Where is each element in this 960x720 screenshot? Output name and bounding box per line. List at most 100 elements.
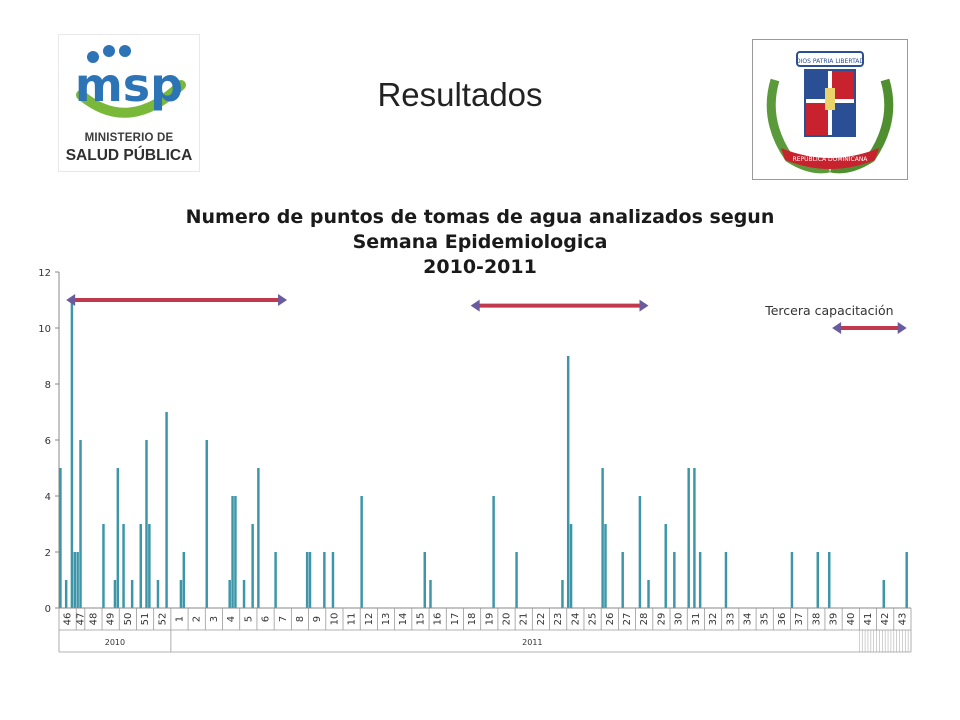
bar	[687, 468, 690, 608]
bar	[64, 580, 68, 608]
capacitacion-arrow-head-left	[66, 294, 76, 306]
slide-title: Resultados	[377, 76, 543, 113]
x-tick-label: 8	[295, 616, 306, 622]
x-tick-label: 35	[760, 613, 771, 626]
seal-banner: REPÚBLICA DOMINICANA	[793, 156, 869, 163]
annotations: Tercera capacitación	[66, 294, 907, 334]
bar	[604, 524, 607, 608]
x-tick-label: 7	[278, 616, 289, 622]
capacitacion-arrow-head-right	[897, 322, 907, 334]
x-tick-label: 30	[674, 613, 685, 626]
x-tick-label: 52	[157, 613, 168, 626]
x-tick-label: 1	[174, 616, 185, 622]
x-tick-label: 37	[794, 613, 805, 626]
y-tick-label: 12	[38, 268, 51, 279]
chart-title: Numero de puntos de tomas de agua analiz…	[120, 205, 840, 280]
bar	[76, 552, 79, 608]
bar	[102, 524, 105, 608]
x-tick-label: 12	[364, 613, 375, 626]
y-tick-label: 10	[38, 324, 51, 335]
bar	[569, 524, 573, 608]
capacitacion-label: Tercera capacitación	[764, 303, 893, 318]
capacitacion-arrow-head-left	[470, 299, 480, 312]
bar	[234, 496, 237, 608]
logo-text-salud-publica: SALUD PÚBLICA	[65, 147, 193, 164]
bar	[882, 580, 885, 608]
bar	[664, 524, 667, 608]
msp-logo-letters: msp	[75, 58, 183, 112]
bar	[242, 580, 246, 608]
bar	[816, 552, 820, 608]
x-tick-label: 21	[519, 613, 530, 626]
bar	[156, 580, 160, 608]
bar	[323, 552, 326, 608]
msp-logo-mark-icon: msp	[75, 45, 186, 118]
year-label: 2011	[522, 638, 542, 647]
x-tick-label: 28	[639, 613, 650, 626]
chart-title-line-1: Numero de puntos de tomas de agua analiz…	[185, 206, 775, 228]
bar	[113, 580, 117, 608]
bar	[228, 580, 231, 608]
bar	[257, 468, 260, 608]
bar	[360, 496, 363, 608]
x-tick-label: 17	[450, 613, 461, 626]
bar	[492, 496, 495, 608]
bar	[79, 440, 82, 608]
bar	[429, 580, 432, 608]
x-tick-label: 4	[226, 616, 237, 622]
x-tick-label: 14	[398, 613, 409, 626]
bar	[182, 552, 186, 608]
x-tick-label: 42	[880, 613, 891, 626]
bar	[423, 552, 426, 608]
capacitacion-arrow-head-right	[639, 299, 649, 312]
capacitacion-arrow-head-left	[832, 322, 842, 334]
x-tick-label: 25	[588, 613, 599, 626]
x-tick-label: 51	[140, 613, 151, 626]
bar	[621, 552, 624, 608]
x-tick-label: 10	[329, 613, 340, 626]
x-tick-label: 39	[829, 613, 840, 626]
bar	[274, 552, 277, 608]
bar	[205, 440, 208, 608]
bar	[145, 440, 148, 608]
bar	[231, 496, 234, 608]
x-tick-label: 32	[708, 613, 719, 626]
bar	[647, 580, 650, 608]
logo-text-ministerio: MINISTERIO DE	[84, 132, 174, 144]
bar	[73, 552, 77, 608]
x-tick-label: 34	[742, 613, 753, 626]
capacitacion-arrow-head-right	[278, 294, 288, 306]
x-tick-label: 11	[347, 613, 358, 626]
bar	[59, 468, 62, 608]
coat-of-arms-seal: DIOS PATRIA LIBERTAD REPÚBLICA DOMINICAN…	[752, 39, 908, 180]
bar	[515, 552, 518, 608]
bar	[251, 524, 254, 608]
x-tick-label: 50	[123, 613, 134, 626]
seal-motto: DIOS PATRIA LIBERTAD	[796, 58, 864, 65]
y-tick-label: 4	[45, 492, 51, 503]
x-tick-label: 36	[777, 613, 788, 626]
chart-title-line-3: 2010-2011	[423, 256, 537, 278]
x-tick-label: 41	[863, 613, 874, 626]
x-tick-label: 3	[209, 616, 220, 622]
y-tick-label: 6	[45, 436, 51, 447]
bar	[70, 300, 74, 608]
bar	[561, 580, 564, 608]
bar	[601, 468, 604, 608]
x-tick-label: 46	[63, 613, 74, 626]
x-tick-label: 5	[243, 616, 254, 622]
x-tick-label: 19	[484, 613, 495, 626]
bar	[148, 524, 151, 608]
x-tick-label: 38	[811, 613, 822, 626]
bar	[905, 552, 908, 608]
x-tick-label: 48	[88, 613, 99, 626]
y-tick-label: 8	[45, 380, 51, 391]
bar	[179, 580, 183, 608]
x-tick-label: 29	[656, 613, 667, 626]
bar	[305, 552, 309, 608]
x-tick-label: 24	[570, 613, 581, 626]
x-tick-label: 6	[261, 616, 272, 622]
x-tick-label: 18	[467, 613, 478, 626]
x-tick-label: 9	[312, 616, 323, 622]
x-tick-label: 27	[622, 613, 633, 626]
